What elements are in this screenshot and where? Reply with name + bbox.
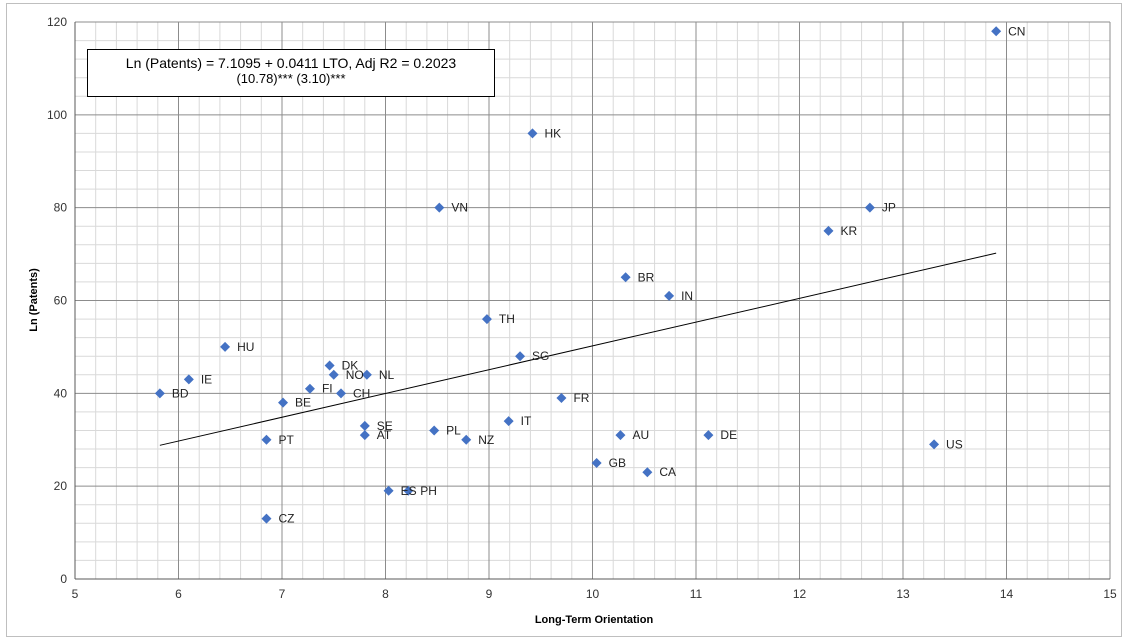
point-label-bd: BD <box>172 386 189 400</box>
data-point-au <box>615 430 626 441</box>
y-tick-label: 0 <box>60 572 67 586</box>
point-label-be: BE <box>295 396 311 410</box>
data-point-nl <box>361 369 372 380</box>
point-label-es: ES <box>401 484 417 498</box>
data-point-in <box>664 290 675 301</box>
regression-equation-box: Ln (Patents) = 7.1095 + 0.0411 LTO, Adj … <box>87 49 495 97</box>
data-point-us <box>929 439 940 450</box>
point-label-gb: GB <box>609 456 626 470</box>
y-tick-label: 60 <box>54 294 68 308</box>
point-label-hk: HK <box>544 126 561 140</box>
point-label-jp: JP <box>882 201 896 215</box>
y-tick-label: 80 <box>54 201 68 215</box>
data-point-cn <box>991 26 1002 37</box>
data-point-pt <box>261 434 272 445</box>
data-point-se <box>359 420 370 431</box>
major-gridlines <box>75 21 1111 579</box>
data-point-es <box>383 485 394 496</box>
point-label-it: IT <box>521 414 532 428</box>
y-tick-label: 20 <box>54 479 68 493</box>
point-label-sg: SG <box>532 349 549 363</box>
x-axis-title: Long-Term Orientation <box>535 614 654 626</box>
data-point-be <box>278 397 289 408</box>
data-point-th <box>481 314 492 325</box>
x-tick-label: 7 <box>279 587 286 601</box>
point-label-th: TH <box>499 312 515 326</box>
data-point-dk <box>324 360 335 371</box>
y-tick-label: 100 <box>47 108 67 122</box>
data-point-kr <box>823 225 834 236</box>
data-point-it <box>503 416 514 427</box>
data-point-at <box>359 430 370 441</box>
data-points <box>154 26 1002 524</box>
x-tick-label: 5 <box>72 587 79 601</box>
data-point-sg <box>515 351 526 362</box>
data-point-nz <box>461 434 472 445</box>
x-tick-label: 8 <box>382 587 389 601</box>
trend-line <box>159 252 997 446</box>
data-point-fi <box>304 383 315 394</box>
point-label-ca: CA <box>659 465 676 479</box>
y-tick-labels: 0 20 40 60 80 100 120 <box>47 15 67 586</box>
point-label-br: BR <box>638 270 655 284</box>
chart-frame <box>6 3 1122 637</box>
x-tick-label: 10 <box>586 587 600 601</box>
point-label-au: AU <box>632 428 649 442</box>
point-label-pt: PT <box>278 433 294 447</box>
point-label-vn: VN <box>451 201 468 215</box>
x-tick-labels: 5 6 7 8 9 10 11 12 13 14 15 <box>72 587 1117 601</box>
point-label-dk: DK <box>342 358 359 372</box>
data-point-br <box>620 272 631 283</box>
point-label-ph: PH <box>420 484 437 498</box>
point-label-se: SE <box>377 419 393 433</box>
x-tick-label: 14 <box>1000 587 1014 601</box>
regression-equation: Ln (Patents) = 7.1095 + 0.0411 LTO, Adj … <box>125 55 457 71</box>
data-point-jp <box>864 202 875 213</box>
data-point-vn <box>434 202 445 213</box>
point-label-no: NO <box>346 368 364 382</box>
data-point-ch <box>335 388 346 399</box>
data-point-pl <box>429 425 440 436</box>
data-point-bd <box>154 388 165 399</box>
data-point-cz <box>261 513 272 524</box>
point-label-kr: KR <box>840 224 857 238</box>
data-point-no <box>328 369 339 380</box>
point-label-ie: IE <box>201 372 212 386</box>
data-point-ie <box>183 374 194 385</box>
x-tick-label: 12 <box>793 587 807 601</box>
x-tick-label: 15 <box>1103 587 1117 601</box>
point-label-de: DE <box>720 428 737 442</box>
x-tick-label: 11 <box>690 587 703 601</box>
point-label-fr: FR <box>573 391 589 405</box>
point-label-pl: PL <box>446 423 461 437</box>
point-label-nl: NL <box>379 368 395 382</box>
point-label-fi: FI <box>322 382 333 396</box>
point-label-ch: CH <box>353 386 370 400</box>
x-tick-label: 9 <box>486 587 493 601</box>
point-label-hu: HU <box>237 340 254 354</box>
data-point-ca <box>642 467 653 478</box>
x-tick-label: 6 <box>175 587 182 601</box>
data-point-de <box>703 430 714 441</box>
data-point-gb <box>591 457 602 468</box>
point-label-nz: NZ <box>478 433 494 447</box>
axes <box>74 22 1110 580</box>
y-axis-title: Ln (Patents) <box>28 268 40 332</box>
regression-t-statistics: (10.78)*** (3.10)*** <box>236 71 346 86</box>
point-label-cn: CN <box>1008 24 1025 38</box>
x-tick-label: 13 <box>896 587 910 601</box>
data-point-hk <box>527 128 538 139</box>
point-label-in: IN <box>681 289 693 303</box>
y-tick-label: 120 <box>47 15 67 29</box>
data-point-fr <box>556 392 567 403</box>
point-label-at: AT <box>377 428 392 442</box>
point-label-cz: CZ <box>278 512 294 526</box>
data-point-ph <box>403 485 414 496</box>
data-point-hu <box>220 341 231 352</box>
point-label-us: US <box>946 437 963 451</box>
y-tick-label: 40 <box>54 386 68 400</box>
